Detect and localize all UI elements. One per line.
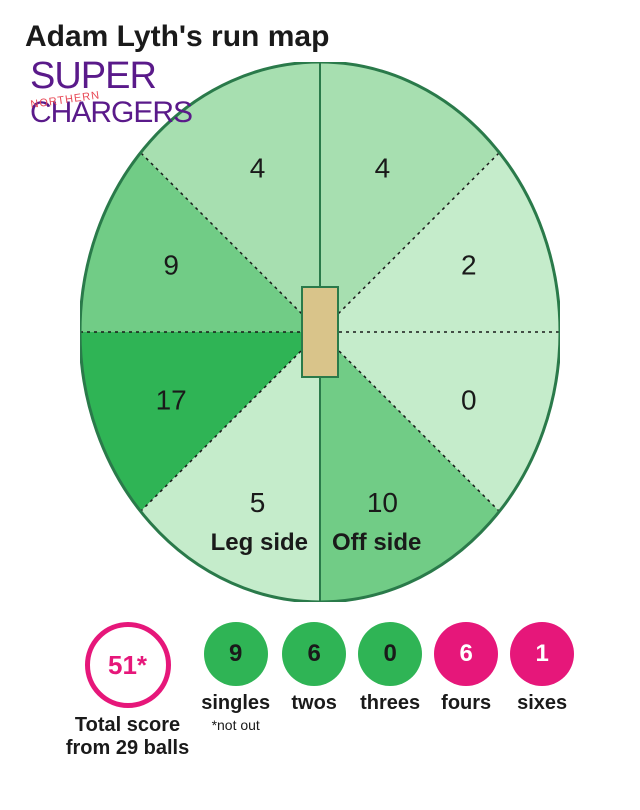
total-label-2: from 29 balls — [66, 737, 189, 760]
team-logo: SUPER NORTHERN CHARGERS — [30, 60, 160, 126]
fours-circle: 6 — [434, 622, 498, 686]
sector-value-mid-on: 5 — [250, 487, 266, 518]
sector-value-point: 2 — [461, 250, 477, 281]
sector-value-mid-off: 10 — [367, 487, 398, 518]
total-score-label: Total score from 29 balls — [66, 714, 189, 760]
total-score-circle: 51* — [85, 622, 171, 708]
total-label-1: Total score — [66, 714, 189, 737]
twos-label: twos — [291, 692, 337, 715]
run-map-container: 4 4 9 2 17 0 5 10 Leg side Off side — [25, 62, 615, 602]
off-side-label: Off side — [332, 529, 421, 556]
pitch-rectangle — [302, 287, 338, 377]
sector-value-fine-leg: 4 — [250, 152, 266, 183]
singles-label: singles — [201, 692, 270, 715]
page-title: Adam Lyth's run map — [25, 20, 615, 54]
sector-value-mid-wicket: 17 — [156, 385, 187, 416]
sixes-label: sixes — [517, 692, 567, 715]
sector-value-square-leg: 9 — [163, 250, 179, 281]
threes-label: threes — [360, 692, 420, 715]
sector-value-third-man: 4 — [375, 152, 391, 183]
total-score-value: 51* — [108, 650, 147, 681]
summary-total: 51* Total score from 29 balls — [66, 622, 189, 760]
summary-item-threes: 0 threes — [358, 622, 422, 715]
leg-side-label: Leg side — [211, 529, 308, 556]
summary-item-fours: 6 fours — [434, 622, 498, 715]
singles-circle: 9 — [204, 622, 268, 686]
not-out-note: *not out — [212, 717, 260, 733]
sector-value-cover: 0 — [461, 385, 477, 416]
fours-label: fours — [441, 692, 491, 715]
summary-item-twos: 6 twos — [282, 622, 346, 715]
summary-item-sixes: 1 sixes — [510, 622, 574, 715]
summary-row: 51* Total score from 29 balls 9 singles *n… — [25, 622, 615, 760]
twos-circle: 6 — [282, 622, 346, 686]
sixes-circle: 1 — [510, 622, 574, 686]
run-map-field: 4 4 9 2 17 0 5 10 Leg side Off side — [80, 62, 560, 602]
threes-circle: 0 — [358, 622, 422, 686]
summary-item-singles: 9 singles *not out — [201, 622, 270, 733]
